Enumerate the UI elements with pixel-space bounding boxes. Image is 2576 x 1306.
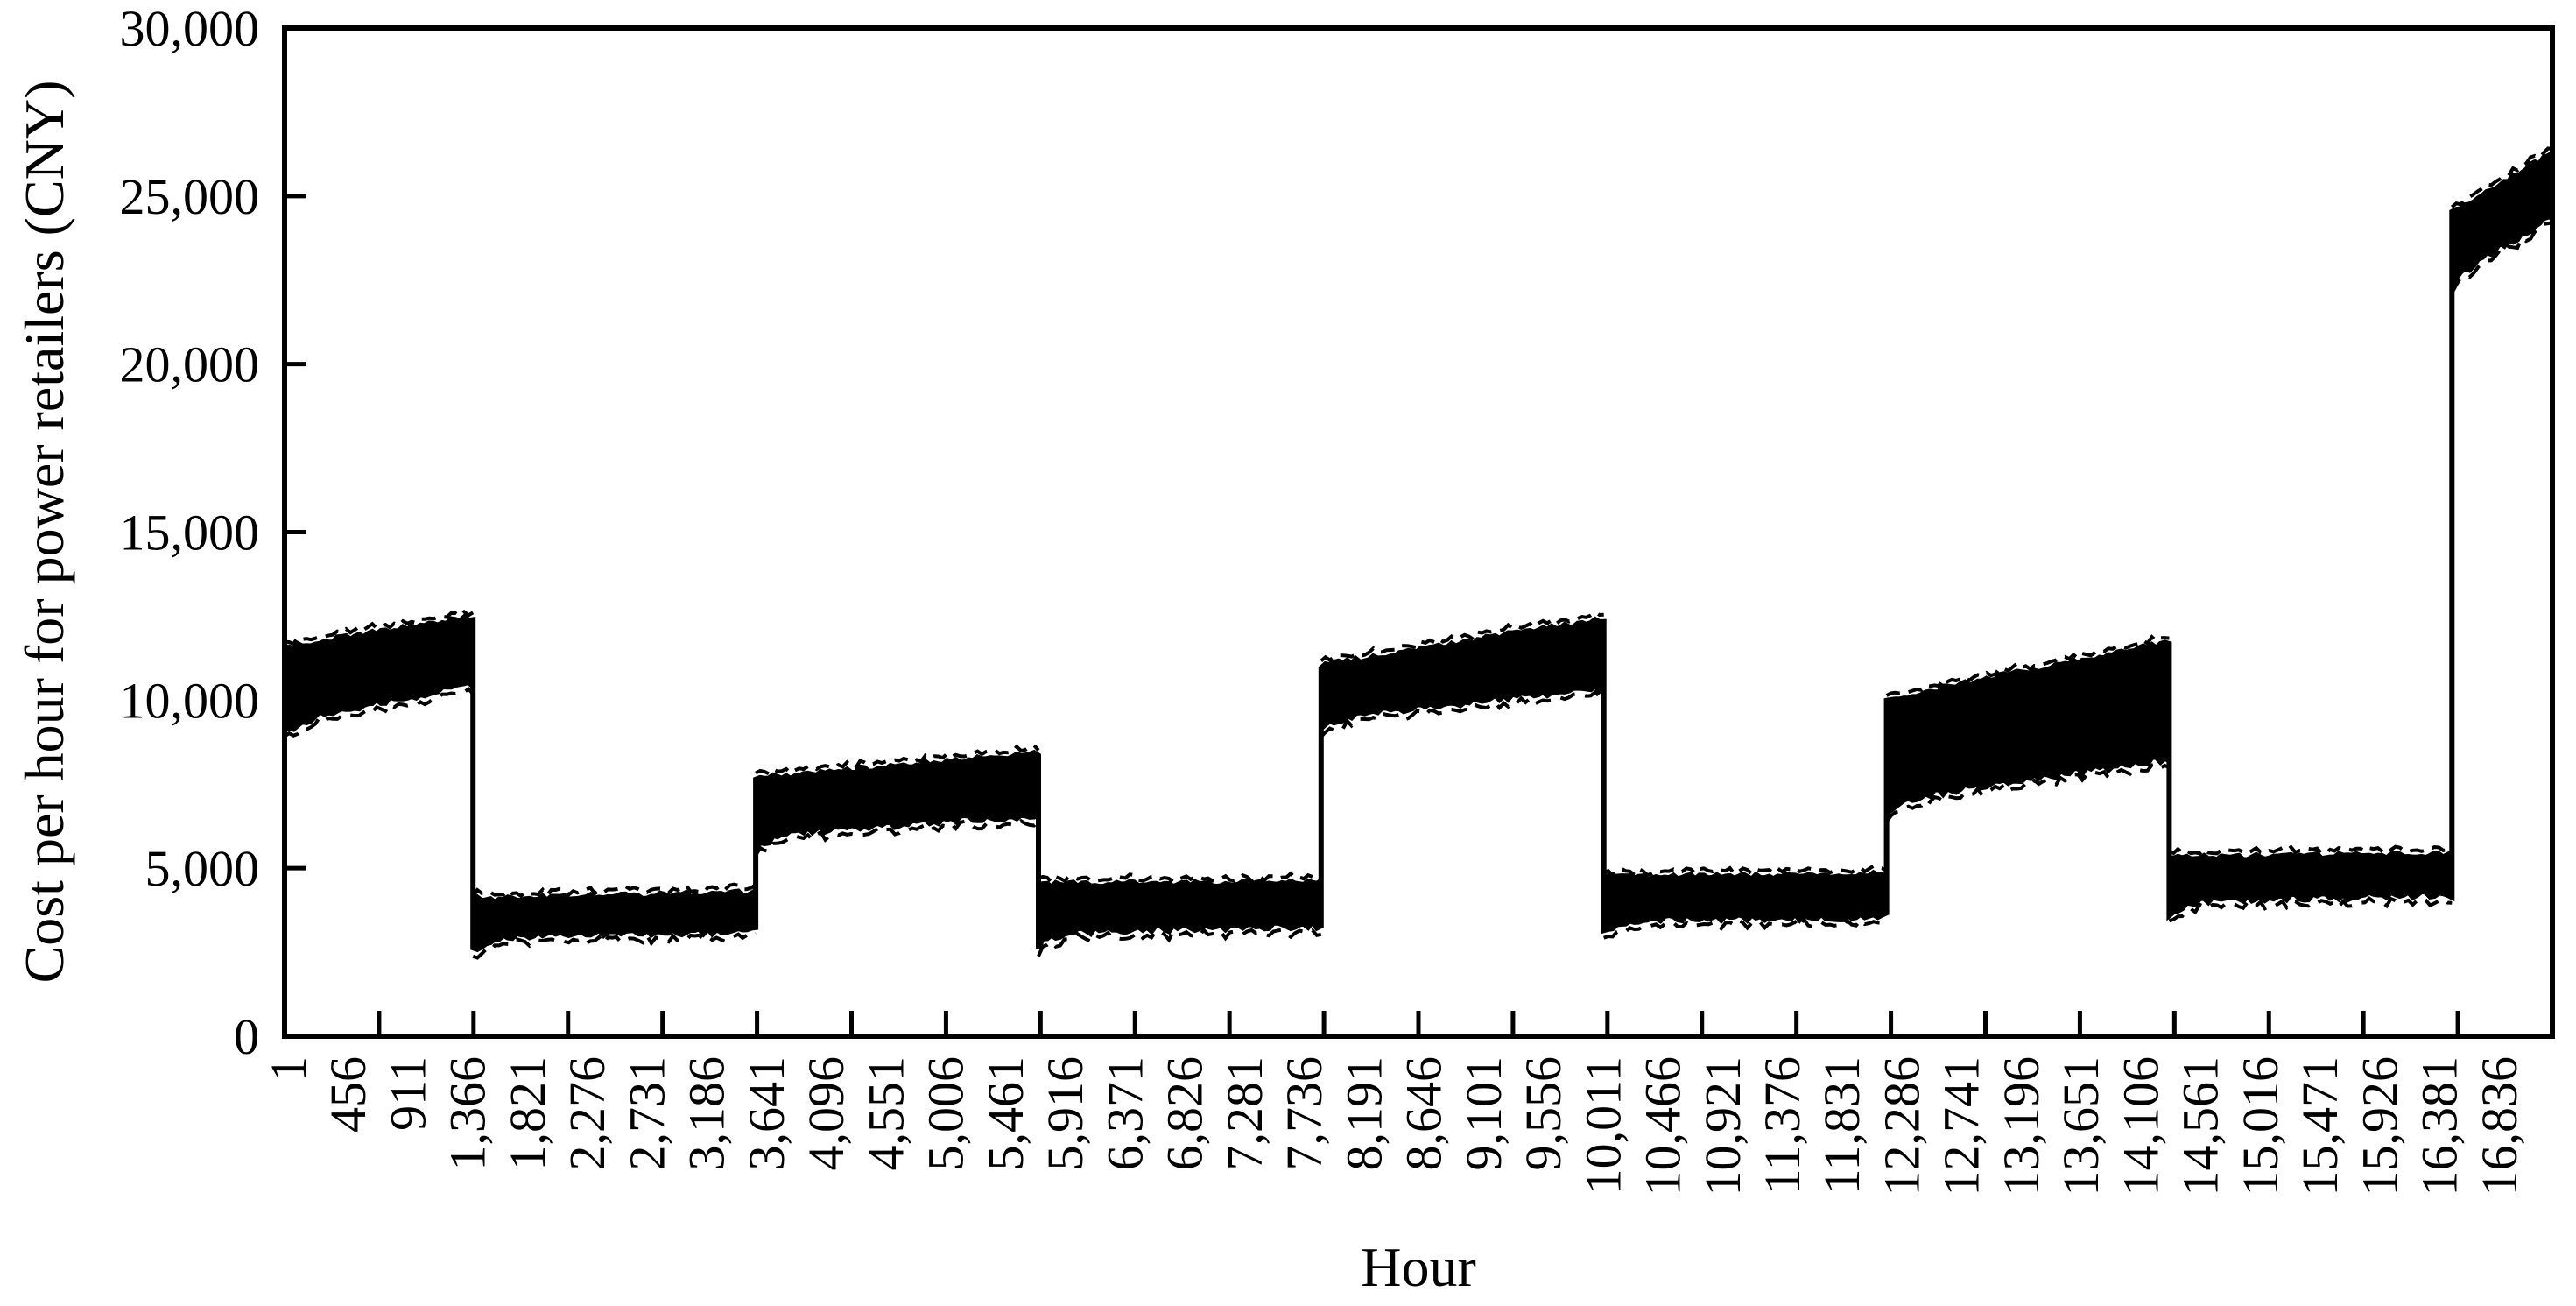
x-tick-label: 6,826 xyxy=(1157,1056,1214,1171)
x-tick-label: 6,371 xyxy=(1096,1056,1153,1171)
x-tick-label: 14,561 xyxy=(2172,1056,2229,1197)
x-tick-label: 2,276 xyxy=(559,1056,616,1171)
x-tick-label: 5,461 xyxy=(977,1056,1034,1171)
cost-band xyxy=(282,148,2555,953)
y-axis-title: Cost per hour for power retailers (CNY) xyxy=(13,81,75,984)
axis-tick-labels: 0 5,000 10,000 15,000 20,000 25,000 30,000 1 456… xyxy=(120,0,2528,1197)
x-tick-label: 15,926 xyxy=(2351,1056,2408,1197)
x-tick-label: 10,466 xyxy=(1635,1056,1692,1197)
cost-band-series xyxy=(282,146,2555,960)
cost-band-bottom-fringe xyxy=(284,221,2553,960)
x-tick-label: 4,096 xyxy=(798,1056,855,1171)
x-tick-label: 1,821 xyxy=(499,1056,556,1171)
x-tick-label: 11,831 xyxy=(1813,1056,1870,1194)
x-tick-label: 15,471 xyxy=(2291,1056,2348,1197)
plot-frame-box xyxy=(282,25,2555,1039)
x-tick-label: 4,551 xyxy=(857,1056,914,1171)
x-tick-label: 15,016 xyxy=(2232,1056,2289,1197)
x-tick-label: 8,191 xyxy=(1335,1056,1392,1171)
x-tick-label: 16,381 xyxy=(2411,1056,2468,1197)
x-tick-label: 10,011 xyxy=(1574,1056,1631,1194)
x-tick-label: 12,286 xyxy=(1873,1056,1930,1197)
x-tick-label: 9,556 xyxy=(1515,1056,1572,1171)
y-tick-label: 10,000 xyxy=(120,672,260,729)
x-tick-label: 1 xyxy=(260,1056,317,1082)
x-tick-label: 14,106 xyxy=(2112,1056,2169,1197)
x-tick-label: 5,006 xyxy=(918,1056,975,1171)
x-tick-label: 9,101 xyxy=(1455,1056,1512,1171)
x-tick-label: 2,731 xyxy=(618,1056,675,1171)
x-tick-label: 16,836 xyxy=(2471,1056,2528,1197)
x-tick-label: 7,281 xyxy=(1216,1056,1273,1171)
plot-frame xyxy=(282,25,2555,1039)
x-tick-label: 5,916 xyxy=(1037,1056,1094,1171)
x-tick-label: 8,646 xyxy=(1396,1056,1453,1171)
x-tick-label: 1,366 xyxy=(440,1056,496,1171)
x-axis-title: Hour xyxy=(1361,1236,1476,1298)
y-tick-label: 20,000 xyxy=(120,336,260,393)
y-tick-label: 30,000 xyxy=(120,0,260,57)
x-tick-label: 13,651 xyxy=(2052,1056,2109,1197)
x-tick-label: 13,196 xyxy=(1993,1056,2050,1197)
x-tick-label: 7,736 xyxy=(1276,1056,1333,1171)
y-tick-label: 0 xyxy=(234,1008,259,1065)
y-tick-label: 15,000 xyxy=(120,505,260,561)
x-tick-label: 911 xyxy=(379,1056,436,1131)
axis-ticks xyxy=(287,194,2460,1034)
x-tick-label: 456 xyxy=(320,1056,377,1133)
x-tick-label: 3,186 xyxy=(679,1056,735,1171)
x-tick-label: 11,376 xyxy=(1754,1056,1811,1194)
cost-band-top-fringe xyxy=(284,146,2553,899)
x-tick-label: 12,741 xyxy=(1933,1056,1990,1197)
x-tick-label: 3,641 xyxy=(738,1056,795,1171)
y-tick-label: 5,000 xyxy=(145,840,260,897)
y-tick-label: 25,000 xyxy=(120,168,260,225)
x-tick-label: 10,921 xyxy=(1694,1056,1751,1197)
